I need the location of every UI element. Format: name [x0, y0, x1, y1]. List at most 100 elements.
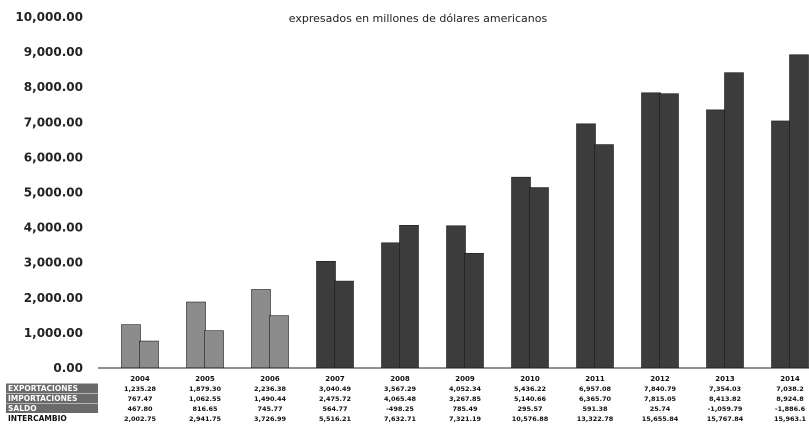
table-cell: 564.77	[322, 405, 347, 413]
table-row-label: IMPORTACIONES	[8, 394, 77, 403]
bar-exportaciones-2014	[771, 120, 791, 369]
table-cell: 8,924.8	[776, 395, 804, 403]
table-cell: 2,475.72	[319, 395, 351, 403]
y-tick-label: 6,000.00	[24, 150, 83, 164]
table-row-label: INTERCAMBIO	[8, 414, 67, 423]
bar-exportaciones-2007	[316, 260, 336, 369]
data-table: EXPORTACIONES 1,235.28 1,879.30 2,236.38 3,0…	[6, 383, 807, 423]
table-cell: 6,957.08	[579, 385, 612, 393]
table-cell: 8,413.82	[709, 395, 741, 403]
table-row-label: EXPORTACIONES	[8, 384, 78, 393]
table-cell: 1,235.28	[124, 385, 157, 393]
bar-exportaciones-2013	[706, 109, 726, 369]
table-cell: 5,516.21	[319, 415, 352, 423]
bar-importaciones-2011	[594, 144, 614, 369]
bar-importaciones-2013	[724, 72, 744, 369]
bar-importaciones-2005	[204, 330, 224, 369]
y-tick-label: 8,000.00	[24, 80, 83, 94]
table-cell: 5,436.22	[514, 385, 546, 393]
table-cell: 1,879.30	[189, 385, 222, 393]
table-cell: -498.25	[386, 405, 414, 413]
bar-exportaciones-2012	[641, 92, 661, 369]
table-cell: 3,267.85	[449, 395, 482, 403]
bar-exportaciones-2006	[251, 289, 271, 369]
bar-exportaciones-2010	[511, 176, 531, 369]
row-label-background	[6, 393, 98, 403]
table-cell: 13,322.78	[577, 415, 614, 423]
y-tick-label: 7,000.00	[24, 115, 83, 129]
table-cell: 2,236.38	[254, 385, 287, 393]
y-tick-label: 9,000.00	[24, 45, 83, 59]
x-tick-label: 2007	[325, 375, 345, 383]
table-cell: 4,065.48	[384, 395, 417, 403]
table-cell: 2,941.75	[189, 415, 222, 423]
bar-exportaciones-2008	[381, 242, 401, 369]
x-tick-label: 2011	[585, 375, 605, 383]
y-axis-ticks: 0.00 1,000.00 2,000.00 3,000.00 4,000.00 5,00…	[15, 10, 83, 375]
x-tick-label: 2009	[455, 375, 475, 383]
x-tick-label: 2006	[260, 375, 280, 383]
table-cell: 15,655.84	[642, 415, 679, 423]
table-cell: 295.57	[517, 405, 542, 413]
bar-exportaciones-2009	[446, 225, 466, 369]
table-cell: 591.38	[582, 405, 608, 413]
bar-exportaciones-2004	[121, 324, 141, 369]
table-cell: 15,767.84	[707, 415, 744, 423]
table-cell: 767.47	[127, 395, 152, 403]
bar-exportaciones-2005	[186, 301, 206, 369]
bar-importaciones-2007	[334, 280, 354, 369]
bar-importaciones-2006	[269, 315, 289, 369]
row-label-background	[6, 403, 98, 413]
table-cell: 25.74	[650, 405, 671, 413]
bar-importaciones-2012	[659, 93, 679, 369]
table-cell: 3,726.99	[254, 415, 287, 423]
y-tick-label: 5,000.00	[24, 186, 83, 200]
table-cell: 816.65	[192, 405, 218, 413]
x-tick-label: 2014	[780, 375, 800, 383]
y-tick-label: 2,000.00	[24, 291, 83, 305]
table-cell: 7,321.19	[449, 415, 482, 423]
x-tick-label: 2008	[390, 375, 410, 383]
table-cell: 10,576.88	[512, 415, 549, 423]
table-cell: 6,365.70	[579, 395, 612, 403]
bar-importaciones-2008	[399, 225, 419, 369]
table-cell: 3,040.49	[319, 385, 352, 393]
table-cell: 1,062.55	[189, 395, 222, 403]
bar-importaciones-2014	[789, 54, 809, 369]
bar-importaciones-2009	[464, 252, 484, 369]
row-label-background	[6, 383, 98, 393]
y-tick-label: 1,000.00	[24, 326, 83, 340]
y-tick-label: 0.00	[53, 361, 83, 375]
y-tick-label: 10,000.00	[15, 10, 83, 24]
table-cell: 2,002.75	[124, 415, 157, 423]
bar-exportaciones-2011	[576, 123, 596, 369]
x-axis-ticks: 2004 2005 2006 2007 2008 2009 2010 2011 2012 2013…	[130, 375, 800, 383]
table-cell: 7,632.71	[384, 415, 417, 423]
table-cell: 1,490.44	[254, 395, 287, 403]
x-tick-label: 2010	[520, 375, 540, 383]
table-cell: -1,886.6	[775, 405, 806, 413]
table-cell: 3,567.29	[384, 385, 417, 393]
y-tick-label: 4,000.00	[24, 221, 83, 235]
table-cell: 7,354.03	[709, 385, 741, 393]
table-cell: 785.49	[452, 405, 478, 413]
chart-title: expresados en millones de dólares americ…	[289, 12, 548, 25]
table-row-label: SALDO	[8, 404, 37, 413]
table-cell: 7,038.2	[776, 385, 804, 393]
table-cell: 467.80	[127, 405, 153, 413]
table-cell: 5,140.66	[514, 395, 547, 403]
x-tick-label: 2005	[195, 375, 215, 383]
x-tick-label: 2013	[715, 375, 735, 383]
y-tick-label: 3,000.00	[24, 256, 83, 270]
table-cell: 15,963.1	[774, 415, 807, 423]
table-cell: -1,059.79	[708, 405, 743, 413]
table-cell: 745.77	[257, 405, 282, 413]
bars-group	[121, 54, 809, 369]
bar-importaciones-2010	[529, 187, 549, 369]
table-cell: 7,840.79	[644, 385, 677, 393]
table-cell: 4,052.34	[449, 385, 482, 393]
table-cell: 7,815.05	[644, 395, 677, 403]
bar-importaciones-2004	[139, 340, 159, 369]
x-tick-label: 2004	[130, 375, 150, 383]
